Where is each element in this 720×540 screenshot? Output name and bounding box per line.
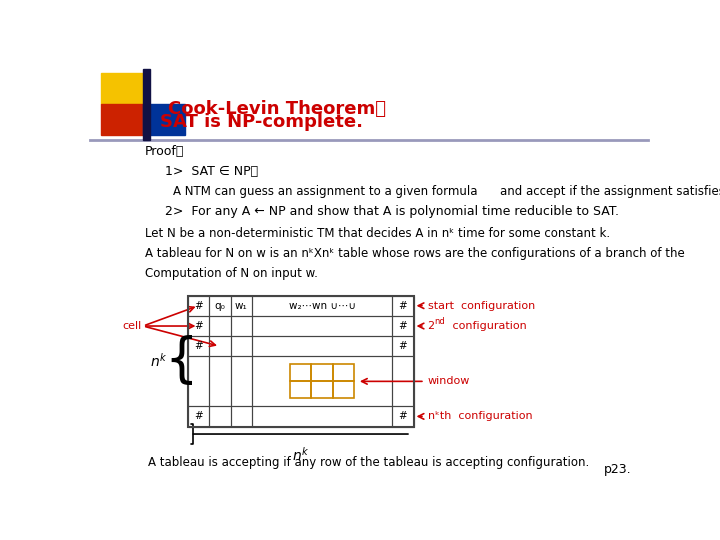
Bar xyxy=(312,364,333,381)
Text: 2: 2 xyxy=(428,321,435,331)
Bar xyxy=(312,381,333,399)
Bar xyxy=(188,295,413,427)
Text: start  configuration: start configuration xyxy=(428,301,535,310)
Text: w₁: w₁ xyxy=(235,301,248,310)
Bar xyxy=(252,295,392,316)
Text: nd: nd xyxy=(434,318,445,326)
Bar xyxy=(230,406,252,427)
Text: #: # xyxy=(194,341,203,352)
Bar xyxy=(230,356,252,406)
Bar xyxy=(143,69,150,140)
Text: Computation of N on input w.: Computation of N on input w. xyxy=(145,267,318,280)
Text: A NTM can guess an assignment to a given formula      and accept if the assignme: A NTM can guess an assignment to a given… xyxy=(173,185,720,198)
Bar xyxy=(230,336,252,356)
Bar xyxy=(392,316,414,336)
Bar xyxy=(143,104,185,136)
Bar xyxy=(209,316,230,336)
Text: #: # xyxy=(399,321,408,331)
Bar xyxy=(290,381,312,399)
Bar xyxy=(188,295,209,316)
Text: configuration: configuration xyxy=(441,321,526,331)
Bar xyxy=(188,406,209,427)
Bar xyxy=(333,364,354,381)
Text: A tableau is accepting if any row of the tableau is accepting configuration.: A tableau is accepting if any row of the… xyxy=(148,456,590,469)
Text: q₀: q₀ xyxy=(215,301,225,310)
Text: A tableau for N on w is an nᵏXnᵏ table whose rows are the configurations of a br: A tableau for N on w is an nᵏXnᵏ table w… xyxy=(145,247,685,260)
Bar xyxy=(392,356,414,406)
Text: $n^k$: $n^k$ xyxy=(150,352,167,370)
Text: #: # xyxy=(194,411,203,421)
Text: #: # xyxy=(194,301,203,310)
Bar xyxy=(252,356,392,406)
Bar xyxy=(230,295,252,316)
Bar xyxy=(392,295,414,316)
Bar xyxy=(209,336,230,356)
Bar xyxy=(252,336,392,356)
Bar xyxy=(392,336,414,356)
Bar xyxy=(188,356,209,406)
Text: window: window xyxy=(428,376,470,386)
Text: $n^k$: $n^k$ xyxy=(292,446,310,463)
Text: #: # xyxy=(399,341,408,352)
Text: w₂⋯wn ∪⋯∪: w₂⋯wn ∪⋯∪ xyxy=(289,301,356,310)
Text: #: # xyxy=(399,411,408,421)
Bar xyxy=(188,336,209,356)
Text: {: { xyxy=(164,335,198,387)
Bar xyxy=(290,364,312,381)
Text: nᵏth  configuration: nᵏth configuration xyxy=(428,411,532,421)
Text: 2>  For any A ← NP and show that A is polynomial time reducible to SAT.: 2> For any A ← NP and show that A is pol… xyxy=(166,205,619,218)
Bar xyxy=(209,406,230,427)
Bar xyxy=(252,316,392,336)
Text: Let N be a non-deterministic TM that decides A in nᵏ time for some constant k.: Let N be a non-deterministic TM that dec… xyxy=(145,227,610,240)
Text: cell: cell xyxy=(122,321,141,331)
Text: SAT is NP-complete.: SAT is NP-complete. xyxy=(160,113,363,131)
Bar xyxy=(101,73,143,104)
Bar xyxy=(153,117,161,124)
Text: Proof：: Proof： xyxy=(145,145,184,158)
Text: p23.: p23. xyxy=(603,463,631,476)
Text: #: # xyxy=(399,301,408,310)
Bar xyxy=(252,406,392,427)
Bar xyxy=(101,104,143,136)
Bar xyxy=(392,406,414,427)
Bar xyxy=(230,316,252,336)
Bar xyxy=(333,381,354,399)
Bar xyxy=(209,295,230,316)
Text: 1>  SAT ∈ NP：: 1> SAT ∈ NP： xyxy=(166,165,258,178)
Bar xyxy=(188,316,209,336)
Text: Cook-Levin Theorem：: Cook-Levin Theorem： xyxy=(168,99,386,118)
Bar xyxy=(209,356,230,406)
Text: #: # xyxy=(194,321,203,331)
